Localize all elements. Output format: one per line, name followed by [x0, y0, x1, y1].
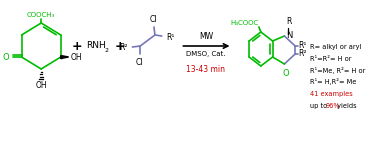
- Text: up to: up to: [310, 103, 329, 109]
- Text: R= alkyl or aryl: R= alkyl or aryl: [310, 44, 361, 50]
- Text: R¹=Me, R²= H or: R¹=Me, R²= H or: [310, 67, 365, 74]
- Text: R²: R²: [119, 44, 127, 52]
- Text: yields: yields: [335, 103, 357, 109]
- Text: Cl: Cl: [135, 58, 143, 67]
- Text: R¹=R²= H or: R¹=R²= H or: [310, 56, 352, 62]
- Text: R: R: [287, 17, 292, 26]
- Text: H₃COOC: H₃COOC: [231, 20, 259, 26]
- Text: OH: OH: [71, 52, 82, 61]
- Text: +: +: [71, 39, 82, 52]
- Text: 13-43 min: 13-43 min: [186, 65, 225, 74]
- Text: R¹: R¹: [298, 41, 307, 50]
- Text: 96%: 96%: [325, 103, 340, 109]
- Text: 41 examples: 41 examples: [310, 91, 353, 97]
- Text: DMSO, Cat.: DMSO, Cat.: [186, 51, 226, 57]
- Text: R²: R²: [298, 49, 307, 59]
- Text: R¹= H,R²= Me: R¹= H,R²= Me: [310, 78, 356, 85]
- Text: +: +: [114, 39, 125, 52]
- Text: R¹: R¹: [167, 32, 175, 41]
- Text: OH: OH: [36, 81, 47, 90]
- Text: RNH: RNH: [86, 41, 106, 50]
- Text: O: O: [282, 69, 289, 78]
- Text: MW: MW: [199, 32, 213, 41]
- Polygon shape: [61, 56, 69, 59]
- Text: O: O: [2, 52, 9, 61]
- Text: 2: 2: [105, 48, 109, 52]
- Text: N: N: [287, 30, 293, 39]
- Text: Cl: Cl: [149, 15, 157, 24]
- Text: COOCH₃: COOCH₃: [27, 12, 55, 18]
